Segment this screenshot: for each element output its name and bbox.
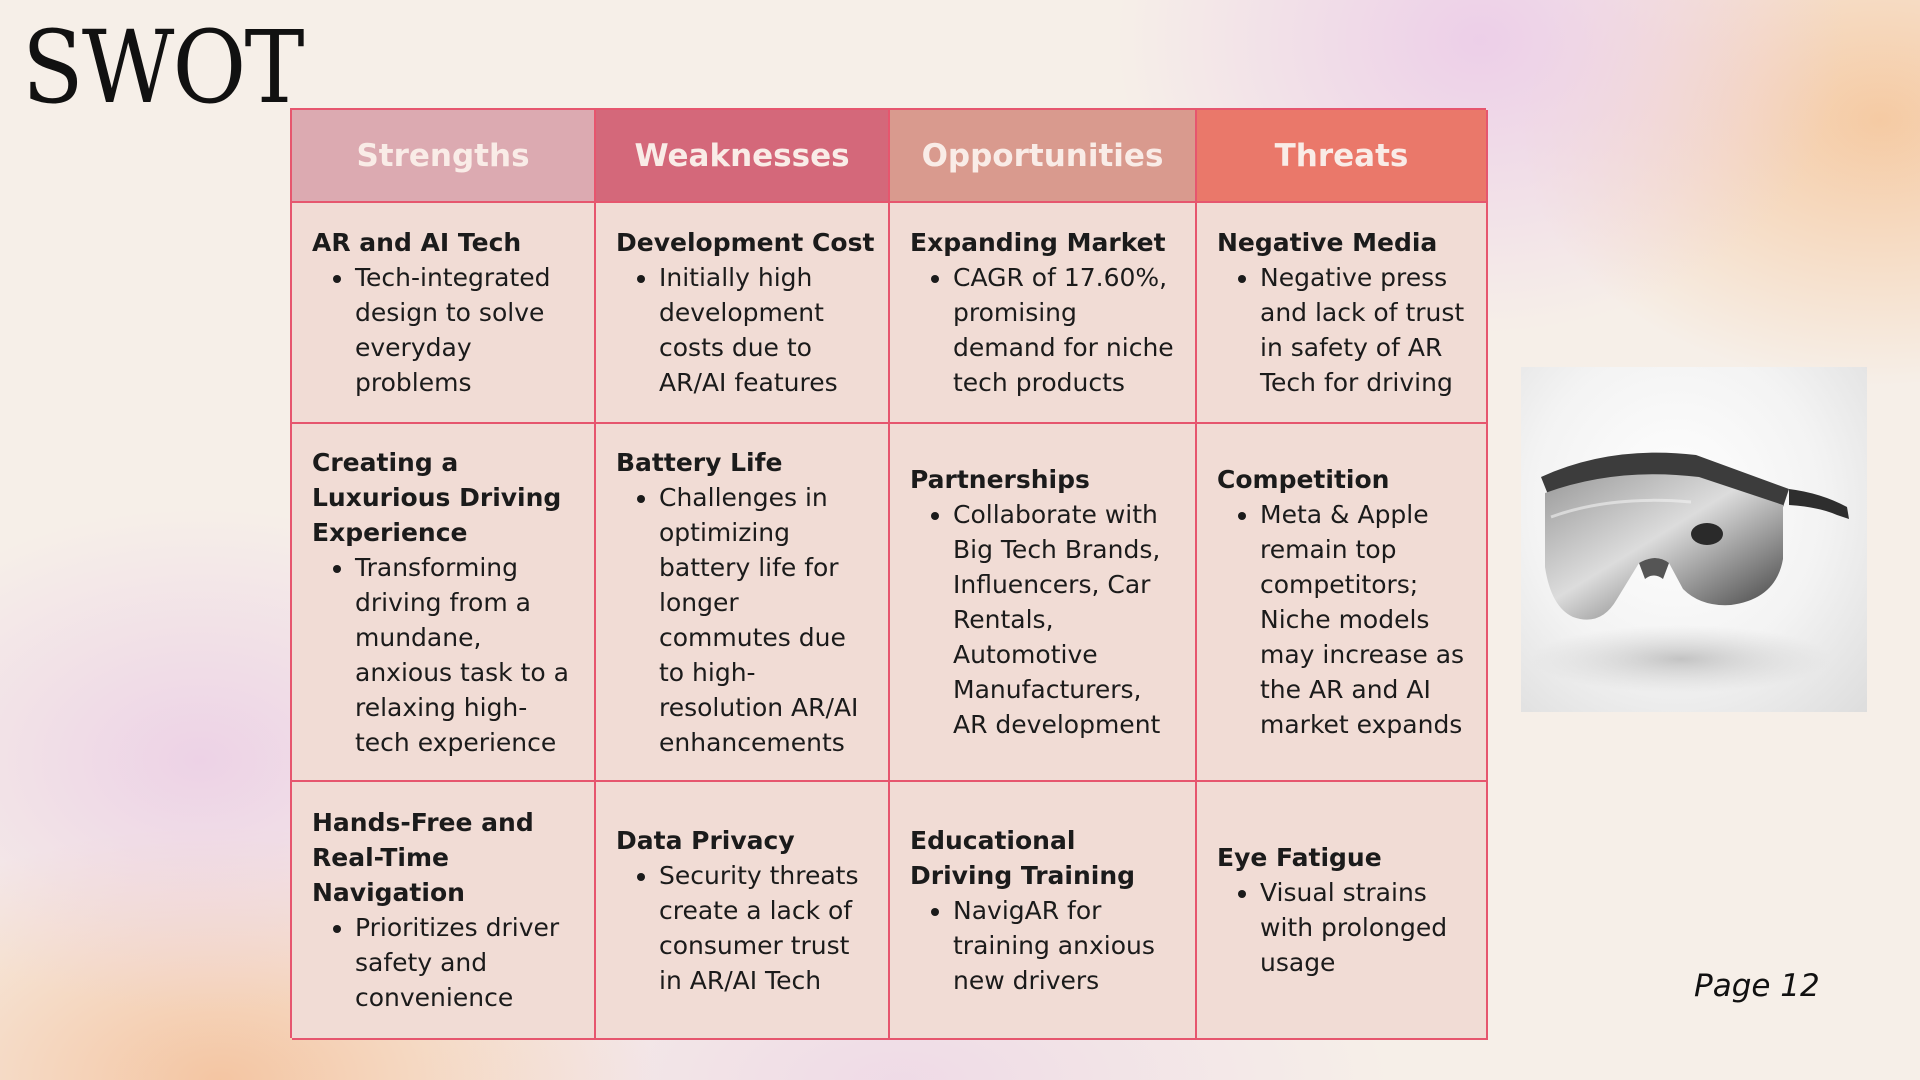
bullet-list: Challenges in optimizing battery life fo… [616, 480, 876, 760]
cell-title: AR and AI Tech [312, 228, 522, 257]
cell-title: Competition [1217, 465, 1390, 494]
bullet-list: Negative press and lack of trust in safe… [1217, 260, 1474, 400]
weakness-cell: Battery Life Challenges in optimizing ba… [596, 424, 890, 782]
bullet-item: Tech-integrated design to solve everyday… [355, 260, 582, 400]
bullet-list: Security threats create a lack of consum… [616, 858, 876, 998]
bullet-item: Initially high development costs due to … [659, 260, 876, 400]
header-threats: Threats [1197, 110, 1488, 203]
bullet-list: CAGR of 17.60%, promising demand for nic… [910, 260, 1183, 400]
opportunity-cell: Partnerships Collaborate with Big Tech B… [890, 424, 1197, 782]
header-strengths: Strengths [292, 110, 596, 203]
bullet-item: Meta & Apple remain top competitors; Nic… [1260, 497, 1474, 742]
ar-glasses-icon [1531, 452, 1849, 693]
bullet-item: Challenges in optimizing battery life fo… [659, 480, 876, 760]
header-opportunities: Opportunities [890, 110, 1197, 203]
strength-cell: AR and AI Tech Tech-integrated design to… [292, 203, 596, 424]
header-weaknesses: Weaknesses [596, 110, 890, 203]
page-number: Page 12 [1694, 968, 1820, 1004]
cell-title: Data Privacy [616, 825, 795, 855]
cell-title: Educational Driving Training [910, 825, 1136, 890]
bullet-item: Negative press and lack of trust in safe… [1260, 260, 1474, 400]
bullet-list: Tech-integrated design to solve everyday… [312, 260, 582, 400]
cell-title: Negative Media [1217, 228, 1438, 257]
opportunity-cell: Expanding Market CAGR of 17.60%, promisi… [890, 203, 1197, 424]
bullet-item: Transforming driving from a mundane, anx… [355, 550, 582, 760]
bullet-list: Meta & Apple remain top competitors; Nic… [1217, 497, 1474, 742]
bullet-list: Visual strains with prolonged usage [1217, 875, 1474, 980]
opportunity-cell: Educational Driving Training NavigAR for… [890, 782, 1197, 1040]
bullet-item: Collaborate with Big Tech Brands, Influe… [953, 497, 1183, 742]
threat-cell: Negative Media Negative press and lack o… [1197, 203, 1488, 424]
threat-cell: Competition Meta & Apple remain top comp… [1197, 424, 1488, 782]
threat-cell: Eye Fatigue Visual strains with prolonge… [1197, 782, 1488, 1040]
bullet-item: Prioritizes driver safety and convenienc… [355, 910, 582, 1015]
cell-title: Eye Fatigue [1217, 843, 1382, 872]
bullet-item: Security threats create a lack of consum… [659, 858, 876, 998]
page-title: SWOT [22, 9, 305, 126]
bullet-list: Collaborate with Big Tech Brands, Influe… [910, 497, 1183, 742]
bullet-list: Initially high development costs due to … [616, 260, 876, 400]
product-image [1521, 367, 1867, 712]
bullet-list: NavigAR for training anxious new drivers [910, 893, 1183, 998]
cell-title: Creating a Luxurious Driving Experience [312, 447, 562, 547]
strength-cell: Hands-Free and Real-Time Navigation Prio… [292, 782, 596, 1040]
bullet-list: Prioritizes driver safety and convenienc… [312, 910, 582, 1015]
bullet-item: NavigAR for training anxious new drivers [953, 893, 1183, 998]
weakness-cell: Data Privacy Security threats create a l… [596, 782, 890, 1040]
swot-table: Strengths Weaknesses Opportunities Threa… [290, 108, 1488, 1040]
cell-title: Expanding Market [910, 228, 1166, 257]
weakness-cell: Development Cost Initially high developm… [596, 203, 890, 424]
cell-title: Development Cost [616, 228, 875, 257]
bullet-item: Visual strains with prolonged usage [1260, 875, 1474, 980]
cell-title: Battery Life [616, 447, 783, 477]
strength-cell: Creating a Luxurious Driving Experience … [292, 424, 596, 782]
cell-title: Hands-Free and Real-Time Navigation [312, 808, 534, 907]
bullet-item: CAGR of 17.60%, promising demand for nic… [953, 260, 1183, 400]
bullet-list: Transforming driving from a mundane, anx… [312, 550, 582, 760]
cell-title: Partnerships [910, 465, 1090, 494]
